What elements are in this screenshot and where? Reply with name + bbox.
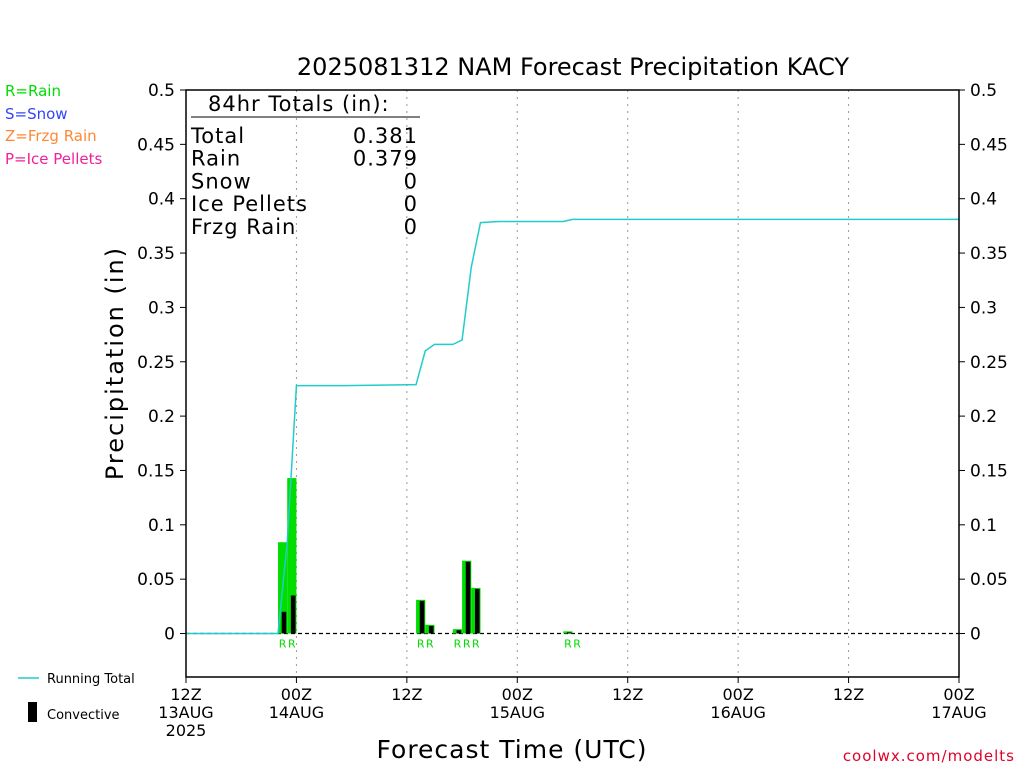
convective-bar: [456, 630, 462, 634]
x-tick-label: 12Z: [612, 685, 643, 704]
y-tick-label: 0.5: [148, 81, 175, 101]
legend-snow: S=Snow: [5, 105, 68, 123]
y-tick-label: 0.35: [970, 244, 1008, 264]
totals-label: Rain: [191, 147, 241, 171]
convective-bar: [428, 625, 434, 634]
running-total-legend-label: Running Total: [47, 672, 135, 687]
totals-value: 0: [404, 215, 418, 239]
totals-value: 0: [404, 169, 418, 193]
convective-bar: [465, 561, 471, 634]
chart-title: 2025081312 NAM Forecast Precipitation KA…: [297, 53, 850, 81]
y-tick-label: 0.1: [970, 516, 997, 536]
x-tick-label: 17AUG: [931, 703, 986, 722]
y-tick-label: 0.45: [137, 135, 175, 155]
y-tick-label: 0.05: [137, 570, 175, 590]
x-tick-label: 14AUG: [269, 703, 324, 722]
totals-value: 0: [404, 192, 418, 216]
convective-bar: [290, 595, 296, 634]
y-axis-label: Precipitation (in): [101, 246, 129, 480]
convective-legend-swatch: [28, 702, 37, 722]
y-tick-label: 0.5: [970, 81, 997, 101]
totals-value: 0.379: [353, 147, 418, 171]
series-legend: Running Total Convective: [18, 672, 135, 723]
y-tick-label: 0.35: [137, 244, 175, 264]
plot-frame: [185, 89, 960, 678]
x-tick-label: 15AUG: [490, 703, 545, 722]
x-tick-label: 00Z: [281, 685, 312, 704]
x-tick-label: 12Z: [391, 685, 422, 704]
precip-type-legend: R=Rain S=Snow Z=Frzg Rain P=Ice Pellets: [5, 82, 102, 168]
y-tick-label: 0: [164, 625, 175, 645]
totals-label: Ice Pellets: [191, 192, 308, 216]
precip-type-label: R: [454, 638, 462, 651]
vertical-grid: [295, 90, 850, 677]
convective-bar: [474, 588, 480, 634]
convective-legend-label: Convective: [47, 708, 120, 723]
legend-rain: R=Rain: [5, 82, 61, 100]
y-tick-label: 0.2: [970, 407, 997, 427]
y-tick-label: 0.3: [970, 298, 997, 318]
x-tick-label: 12Z: [833, 685, 864, 704]
y-tick-label: 0.15: [137, 461, 175, 481]
x-tick-label: 2025: [166, 721, 207, 740]
running-total-line: [186, 218, 959, 635]
precip-type-label: R: [417, 638, 425, 651]
y-tick-label: 0.3: [148, 298, 175, 318]
totals-label: Total: [190, 124, 245, 148]
y-tick-label: 0.15: [970, 461, 1008, 481]
y-tick-label: 0.4: [970, 190, 997, 210]
totals-box: 84hr Totals (in): Total 0.381 Rain 0.379 Sno…: [190, 92, 420, 239]
totals-value: 0.381: [353, 124, 418, 148]
totals-label: Frzg Rain: [191, 215, 296, 239]
y-tick-label: 0.4: [148, 190, 175, 210]
precip-type-label: R: [426, 638, 434, 651]
y-tick-label: 0.25: [970, 353, 1008, 373]
y-axis-right: 0 0.05 0.1 0.15 0.2 0.25 0.3 0.35 0.4 0.45 0.5: [959, 81, 1008, 645]
y-tick-label: 0.2: [148, 407, 175, 427]
totals-header: 84hr Totals (in):: [208, 92, 390, 116]
y-tick-label: 0.45: [970, 135, 1008, 155]
x-tick-label: 13AUG: [158, 703, 213, 722]
credit-link[interactable]: coolwx.com/modelts: [843, 747, 1015, 765]
precip-type-label: R: [288, 638, 296, 651]
x-tick-label: 16AUG: [710, 703, 765, 722]
x-tick-label: 00Z: [943, 685, 974, 704]
legend-ice-pellets: P=Ice Pellets: [5, 150, 102, 168]
precip-type-label: R: [279, 638, 287, 651]
precip-type-label: R: [564, 638, 572, 651]
rain-bar: [287, 478, 297, 634]
totals-label: Snow: [191, 169, 252, 193]
x-tick-label: 12Z: [170, 685, 201, 704]
x-tick-label: 00Z: [722, 685, 753, 704]
convective-bar: [281, 611, 287, 634]
legend-frzg-rain: Z=Frzg Rain: [5, 127, 97, 145]
x-tick-label: 00Z: [502, 685, 533, 704]
y-tick-label: 0.25: [137, 353, 175, 373]
precip-type-label: R: [472, 638, 480, 651]
totals-rows: Total 0.381 Rain 0.379 Snow 0 Ice Pellets 0 Frzg…: [190, 124, 418, 239]
precip-type-label: R: [463, 638, 471, 651]
y-tick-label: 0.05: [970, 570, 1008, 590]
convective-bar: [419, 600, 425, 634]
precip-type-label: R: [573, 638, 581, 651]
y-tick-label: 0.1: [148, 516, 175, 536]
y-tick-label: 0: [970, 625, 981, 645]
x-axis-label: Forecast Time (UTC): [377, 735, 648, 764]
convective-bar: [566, 632, 572, 634]
y-axis-left: 0 0.05 0.1 0.15 0.2 0.25 0.3 0.35 0.4 0.45 0.5: [137, 81, 186, 645]
precip-bars: [278, 478, 573, 634]
